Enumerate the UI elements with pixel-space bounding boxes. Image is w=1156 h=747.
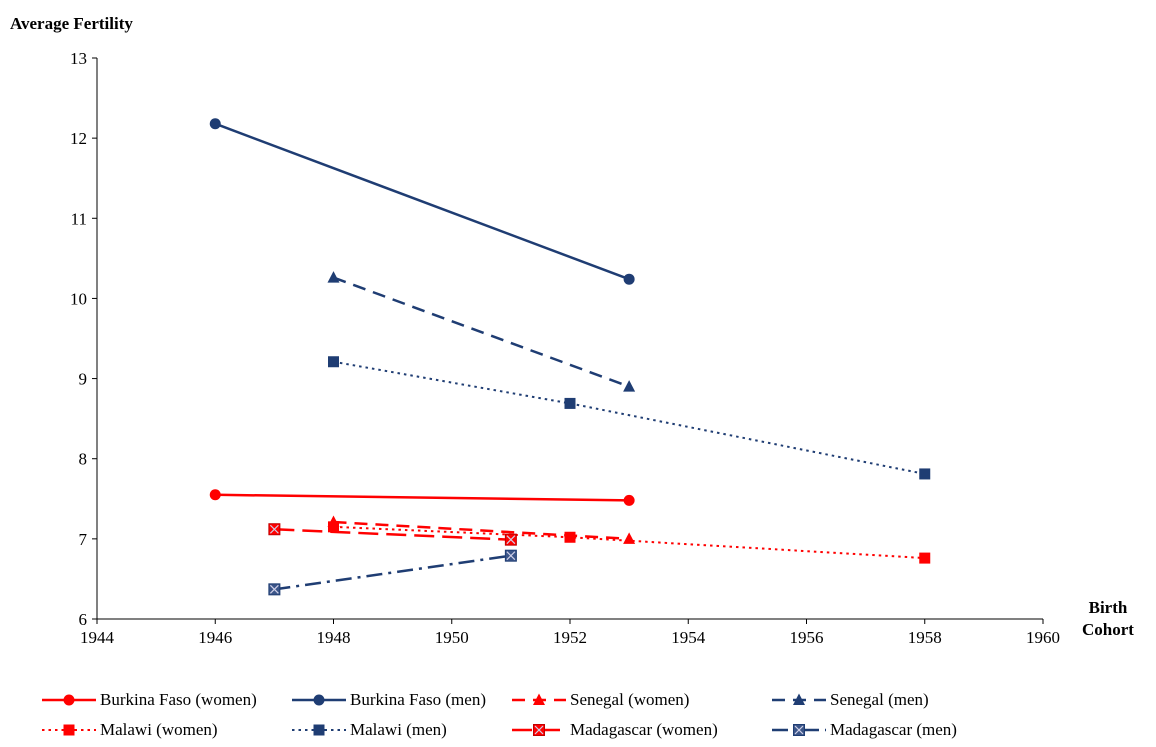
- legend-marker: [793, 724, 805, 736]
- legend-swatch: [292, 694, 346, 706]
- series-line: [215, 493, 630, 502]
- legend-marker: [63, 694, 75, 706]
- y-tick-label: 7: [79, 530, 88, 549]
- x-axis-label: Birth Cohort: [1068, 597, 1148, 641]
- x-tick-label: 1952: [553, 628, 587, 647]
- legend-row: Malawi (women) Malawi (men) Madagascar (wo…: [40, 717, 1140, 747]
- legend-swatch: [42, 694, 96, 706]
- y-tick-label: 11: [71, 209, 87, 228]
- series-0: [209, 489, 635, 506]
- chart-legend: Burkina Faso (women) Burkina Faso (men) Se…: [40, 687, 1140, 747]
- x-tick-label: 1946: [198, 628, 232, 647]
- y-tick-label: 12: [70, 129, 87, 148]
- data-point: [328, 521, 339, 533]
- legend-item: Madagascar (men): [770, 717, 957, 743]
- legend-marker: [313, 724, 325, 736]
- legend-swatch: [772, 724, 826, 736]
- data-point: [504, 533, 517, 546]
- series-line: [333, 360, 925, 475]
- x-tick-label: 1956: [790, 628, 824, 647]
- y-tick-label: 6: [79, 610, 88, 629]
- legend-label: Malawi (women): [100, 720, 218, 739]
- legend-item: Burkina Faso (women): [40, 687, 257, 713]
- data-point: [328, 356, 339, 368]
- legend-item: Malawi (women): [40, 717, 218, 743]
- legend-label: Senegal (men): [830, 690, 929, 709]
- chart-axes: 6 7 8 9 10 11 12 13 1944 1946 1948 1950 1952 1954 1956…: [70, 49, 1060, 647]
- y-axis-label: Average Fertility: [10, 14, 133, 33]
- legend-marker: [533, 693, 545, 705]
- legend-marker: [793, 693, 805, 705]
- data-point: [564, 531, 576, 543]
- legend-item: Madagascar (women): [510, 717, 718, 743]
- line-chart: 6 7 8 9 10 11 12 13 1944 1946 1948 1950 1952 1954 1956…: [70, 49, 1060, 647]
- data-point: [268, 523, 281, 536]
- series-3: [327, 271, 636, 392]
- legend-label: Burkina Faso (men): [350, 690, 486, 709]
- legend-marker: [63, 724, 75, 736]
- series-line: [333, 276, 630, 388]
- x-tick-label: 1944: [80, 628, 115, 647]
- x-tick-label: 1954: [671, 628, 706, 647]
- series-7: [268, 549, 517, 596]
- data-point: [919, 552, 931, 564]
- legend-label: Malawi (men): [350, 720, 447, 739]
- data-point: [209, 489, 221, 501]
- y-tick-label: 9: [79, 370, 88, 389]
- legend-swatch: [772, 693, 826, 705]
- x-tick-label: 1958: [908, 628, 942, 647]
- legend-item: Senegal (men): [770, 687, 929, 713]
- series-1: [209, 118, 635, 285]
- y-tick-label: 10: [70, 289, 87, 308]
- series-line: [214, 122, 630, 281]
- series-2: [327, 515, 636, 544]
- legend-label: Madagascar (women): [570, 720, 718, 739]
- data-point: [268, 583, 281, 596]
- legend-label: Madagascar (men): [830, 720, 957, 739]
- legend-swatch: [42, 724, 96, 736]
- series-6: [268, 523, 517, 546]
- legend-item: Malawi (men): [290, 717, 447, 743]
- data-point: [919, 468, 931, 480]
- x-tick-label: 1960: [1026, 628, 1060, 647]
- chart-series-layer: [209, 118, 931, 596]
- y-tick-label: 13: [70, 49, 87, 68]
- legend-item: Senegal (women): [510, 687, 689, 713]
- series-line: [333, 525, 925, 560]
- data-point: [623, 494, 635, 506]
- data-point: [327, 271, 340, 283]
- series-line: [333, 520, 630, 541]
- data-point: [623, 380, 636, 392]
- legend-swatch: [512, 724, 566, 736]
- legend-label: Burkina Faso (women): [100, 690, 257, 709]
- legend-marker: [313, 694, 325, 706]
- series-4: [328, 521, 931, 564]
- series-5: [328, 356, 931, 480]
- x-axis-label-text: Birth Cohort: [1082, 598, 1134, 639]
- legend-item: Burkina Faso (men): [290, 687, 486, 713]
- x-tick-label: 1948: [317, 628, 351, 647]
- legend-marker: [533, 724, 545, 736]
- legend-label: Senegal (women): [570, 690, 690, 709]
- legend-swatch: [512, 693, 566, 705]
- series-line: [274, 527, 511, 541]
- y-tick-label: 8: [79, 450, 88, 469]
- data-point: [564, 397, 576, 409]
- legend-swatch: [292, 724, 346, 736]
- series-line: [274, 554, 512, 591]
- data-point: [623, 532, 636, 544]
- data-point: [623, 273, 635, 285]
- data-point: [504, 549, 517, 562]
- data-point: [209, 118, 221, 130]
- x-tick-label: 1950: [435, 628, 469, 647]
- legend-row: Burkina Faso (women) Burkina Faso (men) Se…: [40, 687, 1140, 717]
